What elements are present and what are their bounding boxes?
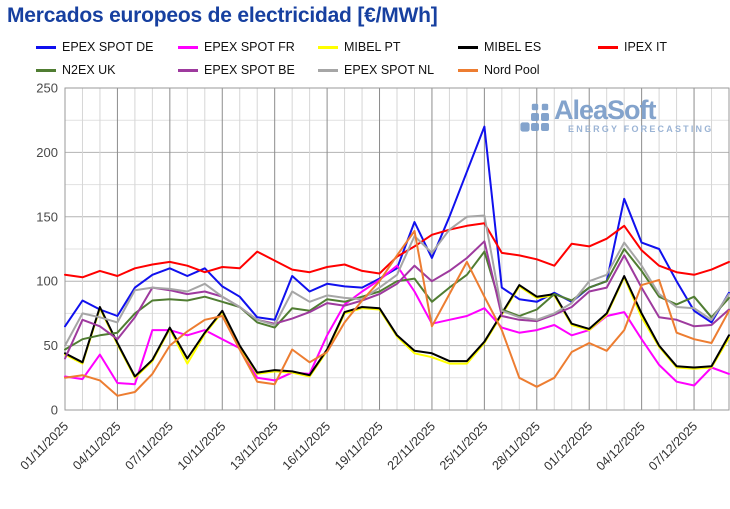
series-line-nord-pool [64, 230, 730, 397]
y-tick-label: 50 [44, 338, 58, 353]
legend-label: EPEX SPOT FR [204, 40, 295, 54]
series-line-epex-spot-fr [64, 264, 730, 387]
legend: EPEX SPOT DE EPEX SPOT FR MIBEL PT MIBEL ES… [36, 39, 718, 78]
x-tick-label: 07/11/2025 [122, 419, 176, 473]
legend-item-mibel-es: MIBEL ES [458, 39, 598, 55]
legend-label: EPEX SPOT NL [344, 63, 435, 77]
aleasoft-watermark: AleaSoft ENERGY FORECASTING [520, 95, 714, 134]
y-tick-label: 150 [36, 209, 58, 224]
legend-label: EPEX SPOT DE [62, 40, 154, 54]
legend-item-mibel-pt: MIBEL PT [318, 39, 458, 55]
logo-dot [531, 103, 539, 111]
legend-swatch-nord-pool [458, 68, 478, 72]
y-tick-label: 200 [36, 145, 58, 160]
x-tick-label: 01/12/2025 [541, 419, 595, 473]
legend-swatch-epex-spot-de [36, 45, 56, 49]
logo-dot [521, 103, 529, 111]
logo-dot [531, 123, 539, 131]
legend-item-epex-spot-de: EPEX SPOT DE [36, 39, 178, 55]
logo-dot [541, 103, 549, 111]
legend-item-epex-spot-nl: EPEX SPOT NL [318, 62, 458, 78]
legend-swatch-n2ex-uk [36, 68, 56, 72]
plot-border [64, 87, 730, 411]
legend-label: IPEX IT [624, 40, 668, 54]
chart-title: Mercados europeos de electricidad [€/MWh… [7, 4, 438, 27]
logo-dot [521, 113, 529, 121]
x-tick-label: 01/11/2025 [18, 419, 72, 473]
logo-dot [531, 113, 539, 121]
series-line-n2ex-uk [64, 248, 730, 351]
legend-item-nord-pool: Nord Pool [458, 62, 598, 78]
legend-item-ipex-it: IPEX IT [598, 39, 718, 55]
legend-label: N2EX UK [62, 63, 116, 77]
series-line-epex-spot-de [64, 125, 730, 328]
x-tick-label: 28/11/2025 [489, 419, 543, 473]
legend-swatch-epex-spot-be [178, 68, 198, 72]
legend-swatch-mibel-pt [318, 45, 338, 49]
logo-dot [541, 113, 549, 121]
x-tick-label: 25/11/2025 [437, 419, 491, 473]
legend-label: MIBEL ES [484, 40, 542, 54]
logo-dot [520, 122, 530, 132]
legend-swatch-ipex-it [598, 45, 618, 49]
legend-item-epex-spot-be: EPEX SPOT BE [178, 62, 318, 78]
watermark-tagline: ENERGY FORECASTING [568, 124, 714, 134]
legend-swatch-epex-spot-nl [318, 68, 338, 72]
legend-item-n2ex-uk: N2EX UK [36, 62, 178, 78]
x-tick-label: 04/11/2025 [70, 419, 124, 473]
series-line-epex-spot-nl [64, 214, 730, 347]
y-tick-label: 0 [51, 403, 58, 418]
x-tick-label: 19/11/2025 [332, 419, 386, 473]
legend-label: MIBEL PT [344, 40, 401, 54]
y-tick-label: 100 [36, 274, 58, 289]
logo-dot [541, 123, 549, 131]
x-tick-label: 22/11/2025 [385, 419, 439, 473]
x-tick-label: 04/12/2025 [594, 419, 648, 473]
aleasoft-logo-icon [520, 103, 549, 132]
legend-label: Nord Pool [484, 63, 540, 77]
series-line-epex-spot-be [64, 240, 730, 360]
series-line-mibel-es [64, 275, 730, 378]
x-tick-label: 10/11/2025 [175, 419, 229, 473]
legend-swatch-epex-spot-fr [178, 45, 198, 49]
x-tick-label: 13/11/2025 [227, 419, 281, 473]
legend-swatch-mibel-es [458, 45, 478, 49]
watermark-name: AleaSoft [554, 95, 657, 125]
x-tick-label: 16/11/2025 [280, 419, 334, 473]
y-tick-label: 250 [36, 81, 58, 96]
legend-item-epex-spot-fr: EPEX SPOT FR [178, 39, 318, 55]
legend-label: EPEX SPOT BE [204, 63, 295, 77]
x-tick-label: 07/12/2025 [646, 419, 700, 473]
